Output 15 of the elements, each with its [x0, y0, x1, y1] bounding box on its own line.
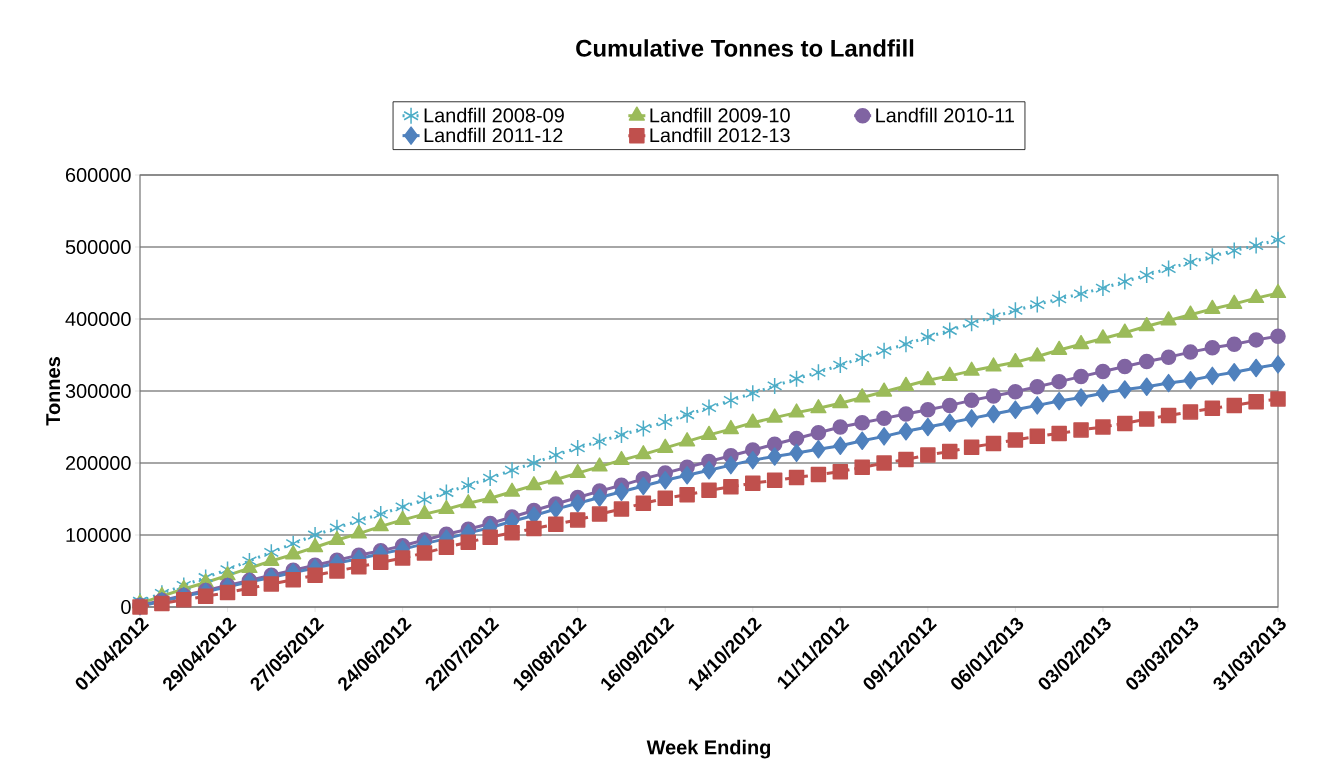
- x-axis-title: Week Ending: [646, 739, 771, 759]
- legend-label: Landfill 2012-13: [650, 127, 790, 143]
- legend-label: Landfill 2011-12: [424, 127, 563, 143]
- legend-label: Landfill 2008-09: [424, 107, 564, 123]
- y-axis-title: Tonnes: [46, 357, 61, 426]
- chart-title: Cumulative Tonnes to Landfill: [576, 39, 914, 57]
- legend-label: Landfill 2010-11: [876, 107, 1014, 123]
- y-tick-label: 400000: [65, 311, 131, 327]
- legend-label: Landfill 2009-10: [650, 107, 790, 123]
- y-tick-label: 100000: [66, 527, 131, 543]
- y-tick-label: 0: [121, 599, 131, 615]
- y-tick-label: 200000: [65, 455, 131, 471]
- y-tick-label: 600000: [66, 167, 131, 183]
- y-tick-label: 500000: [65, 239, 131, 255]
- y-tick-label: 300000: [65, 383, 131, 399]
